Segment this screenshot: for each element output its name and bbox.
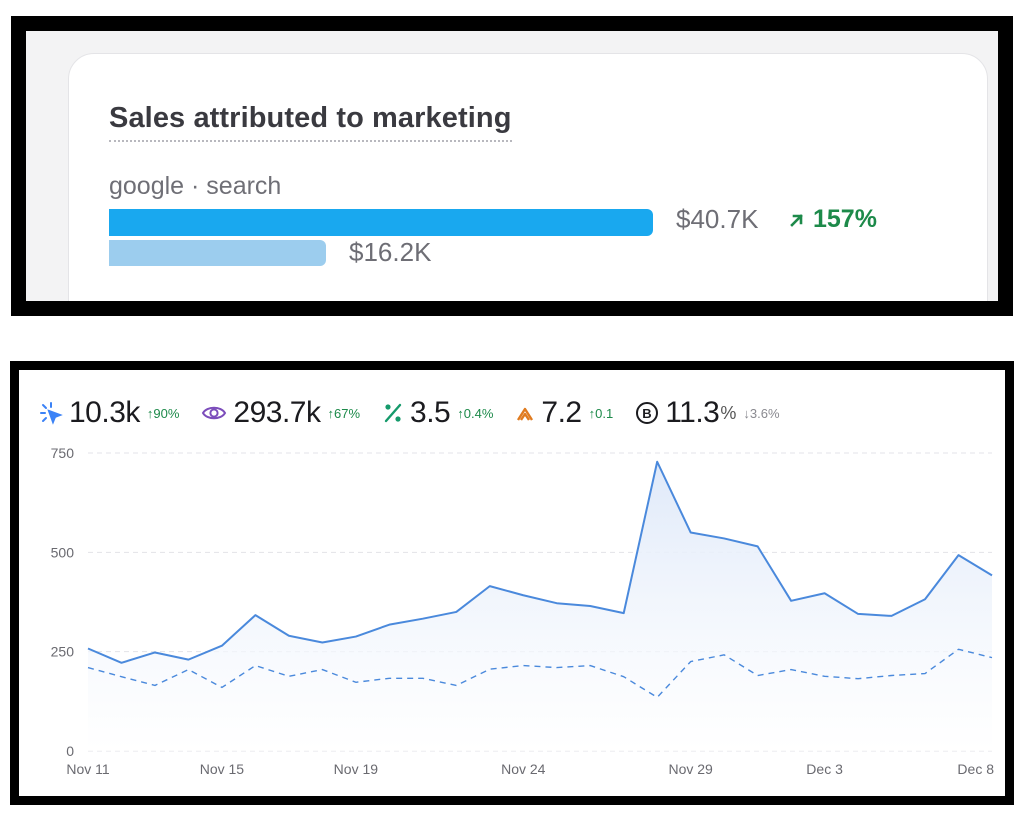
metric-value: 3.5 — [410, 396, 451, 429]
performance-panel: 0 250 500 750 Nov 11 Nov 15 Nov 19 Nov 24 Nov 29… — [10, 361, 1014, 805]
x-tick-label: Dec 3 — [806, 761, 843, 777]
x-tick-label: Nov 19 — [334, 761, 379, 777]
previous-period-bar[interactable] — [109, 240, 326, 266]
card-title[interactable]: Sales attributed to marketing — [109, 102, 512, 142]
change-percent: 157% — [813, 205, 877, 233]
metric-change: ↑0.1 — [588, 405, 614, 421]
sales-card: Sales attributed to marketing google · s… — [68, 53, 988, 301]
metric-value: 11.3 — [665, 396, 720, 429]
y-tick-label: 500 — [51, 544, 75, 560]
metric-rate[interactable]: B 11.3 % ↓3.6% — [635, 396, 780, 430]
svg-text:B: B — [642, 406, 651, 421]
percent-icon — [384, 403, 402, 423]
x-tick-label: Nov 24 — [501, 761, 546, 777]
change-indicator: 157% — [789, 205, 877, 234]
metric-value: 7.2 — [541, 396, 582, 429]
metrics-row: 10.3k ↑90% 293.7k ↑67% 3.5 ↑0.4% 7.2 — [39, 396, 802, 430]
sales-panel: Sales attributed to marketing google · s… — [11, 16, 1013, 316]
metric-clicks[interactable]: 10.3k ↑90% — [39, 396, 179, 430]
metric-value: 10.3k — [69, 396, 140, 429]
metric-unit: % — [720, 402, 737, 423]
metric-value: 293.7k — [233, 396, 321, 429]
performance-chart: 0 250 500 750 Nov 11 Nov 15 Nov 19 Nov 24 Nov 29… — [51, 445, 995, 777]
metric-ctr[interactable]: 3.5 ↑0.4% — [382, 396, 493, 430]
x-tick-label: Nov 11 — [66, 761, 110, 777]
rank-chevron-icon — [517, 407, 534, 421]
metric-change: ↑90% — [146, 405, 180, 421]
previous-value-label: $16.2K — [349, 237, 432, 267]
x-tick-label: Nov 15 — [200, 761, 245, 777]
y-tick-label: 750 — [51, 445, 75, 461]
x-tick-label: Dec 8 — [957, 761, 994, 777]
metric-change: ↓3.6% — [743, 405, 780, 421]
x-tick-label: Nov 29 — [668, 761, 713, 777]
metric-change: ↑67% — [327, 405, 361, 421]
y-tick-label: 0 — [66, 743, 74, 759]
arrow-up-right-icon — [790, 213, 803, 227]
current-area — [88, 461, 992, 751]
metric-impressions[interactable]: 293.7k ↑67% — [201, 396, 360, 430]
current-value-label: $40.7K — [676, 204, 759, 234]
previous-series-line — [87, 648, 993, 699]
cursor-click-icon — [40, 402, 63, 425]
current-period-bar[interactable] — [109, 209, 653, 236]
metric-position[interactable]: 7.2 ↑0.1 — [515, 396, 613, 430]
source-label: google · search — [109, 172, 282, 200]
metric-change: ↑0.4% — [457, 405, 494, 421]
current-series-line — [87, 460, 993, 664]
y-tick-label: 250 — [51, 644, 75, 660]
bitcoin-circle-icon: B — [636, 402, 659, 424]
eye-icon — [202, 406, 227, 420]
